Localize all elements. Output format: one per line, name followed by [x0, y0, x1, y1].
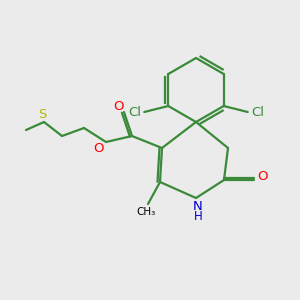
Text: S: S — [38, 107, 46, 121]
Text: N: N — [193, 200, 203, 212]
Text: O: O — [113, 100, 123, 113]
Text: Cl: Cl — [128, 106, 141, 118]
Text: Cl: Cl — [251, 106, 264, 118]
Text: H: H — [194, 209, 202, 223]
Text: O: O — [258, 170, 268, 184]
Text: CH₃: CH₃ — [136, 207, 156, 217]
Text: O: O — [94, 142, 104, 155]
